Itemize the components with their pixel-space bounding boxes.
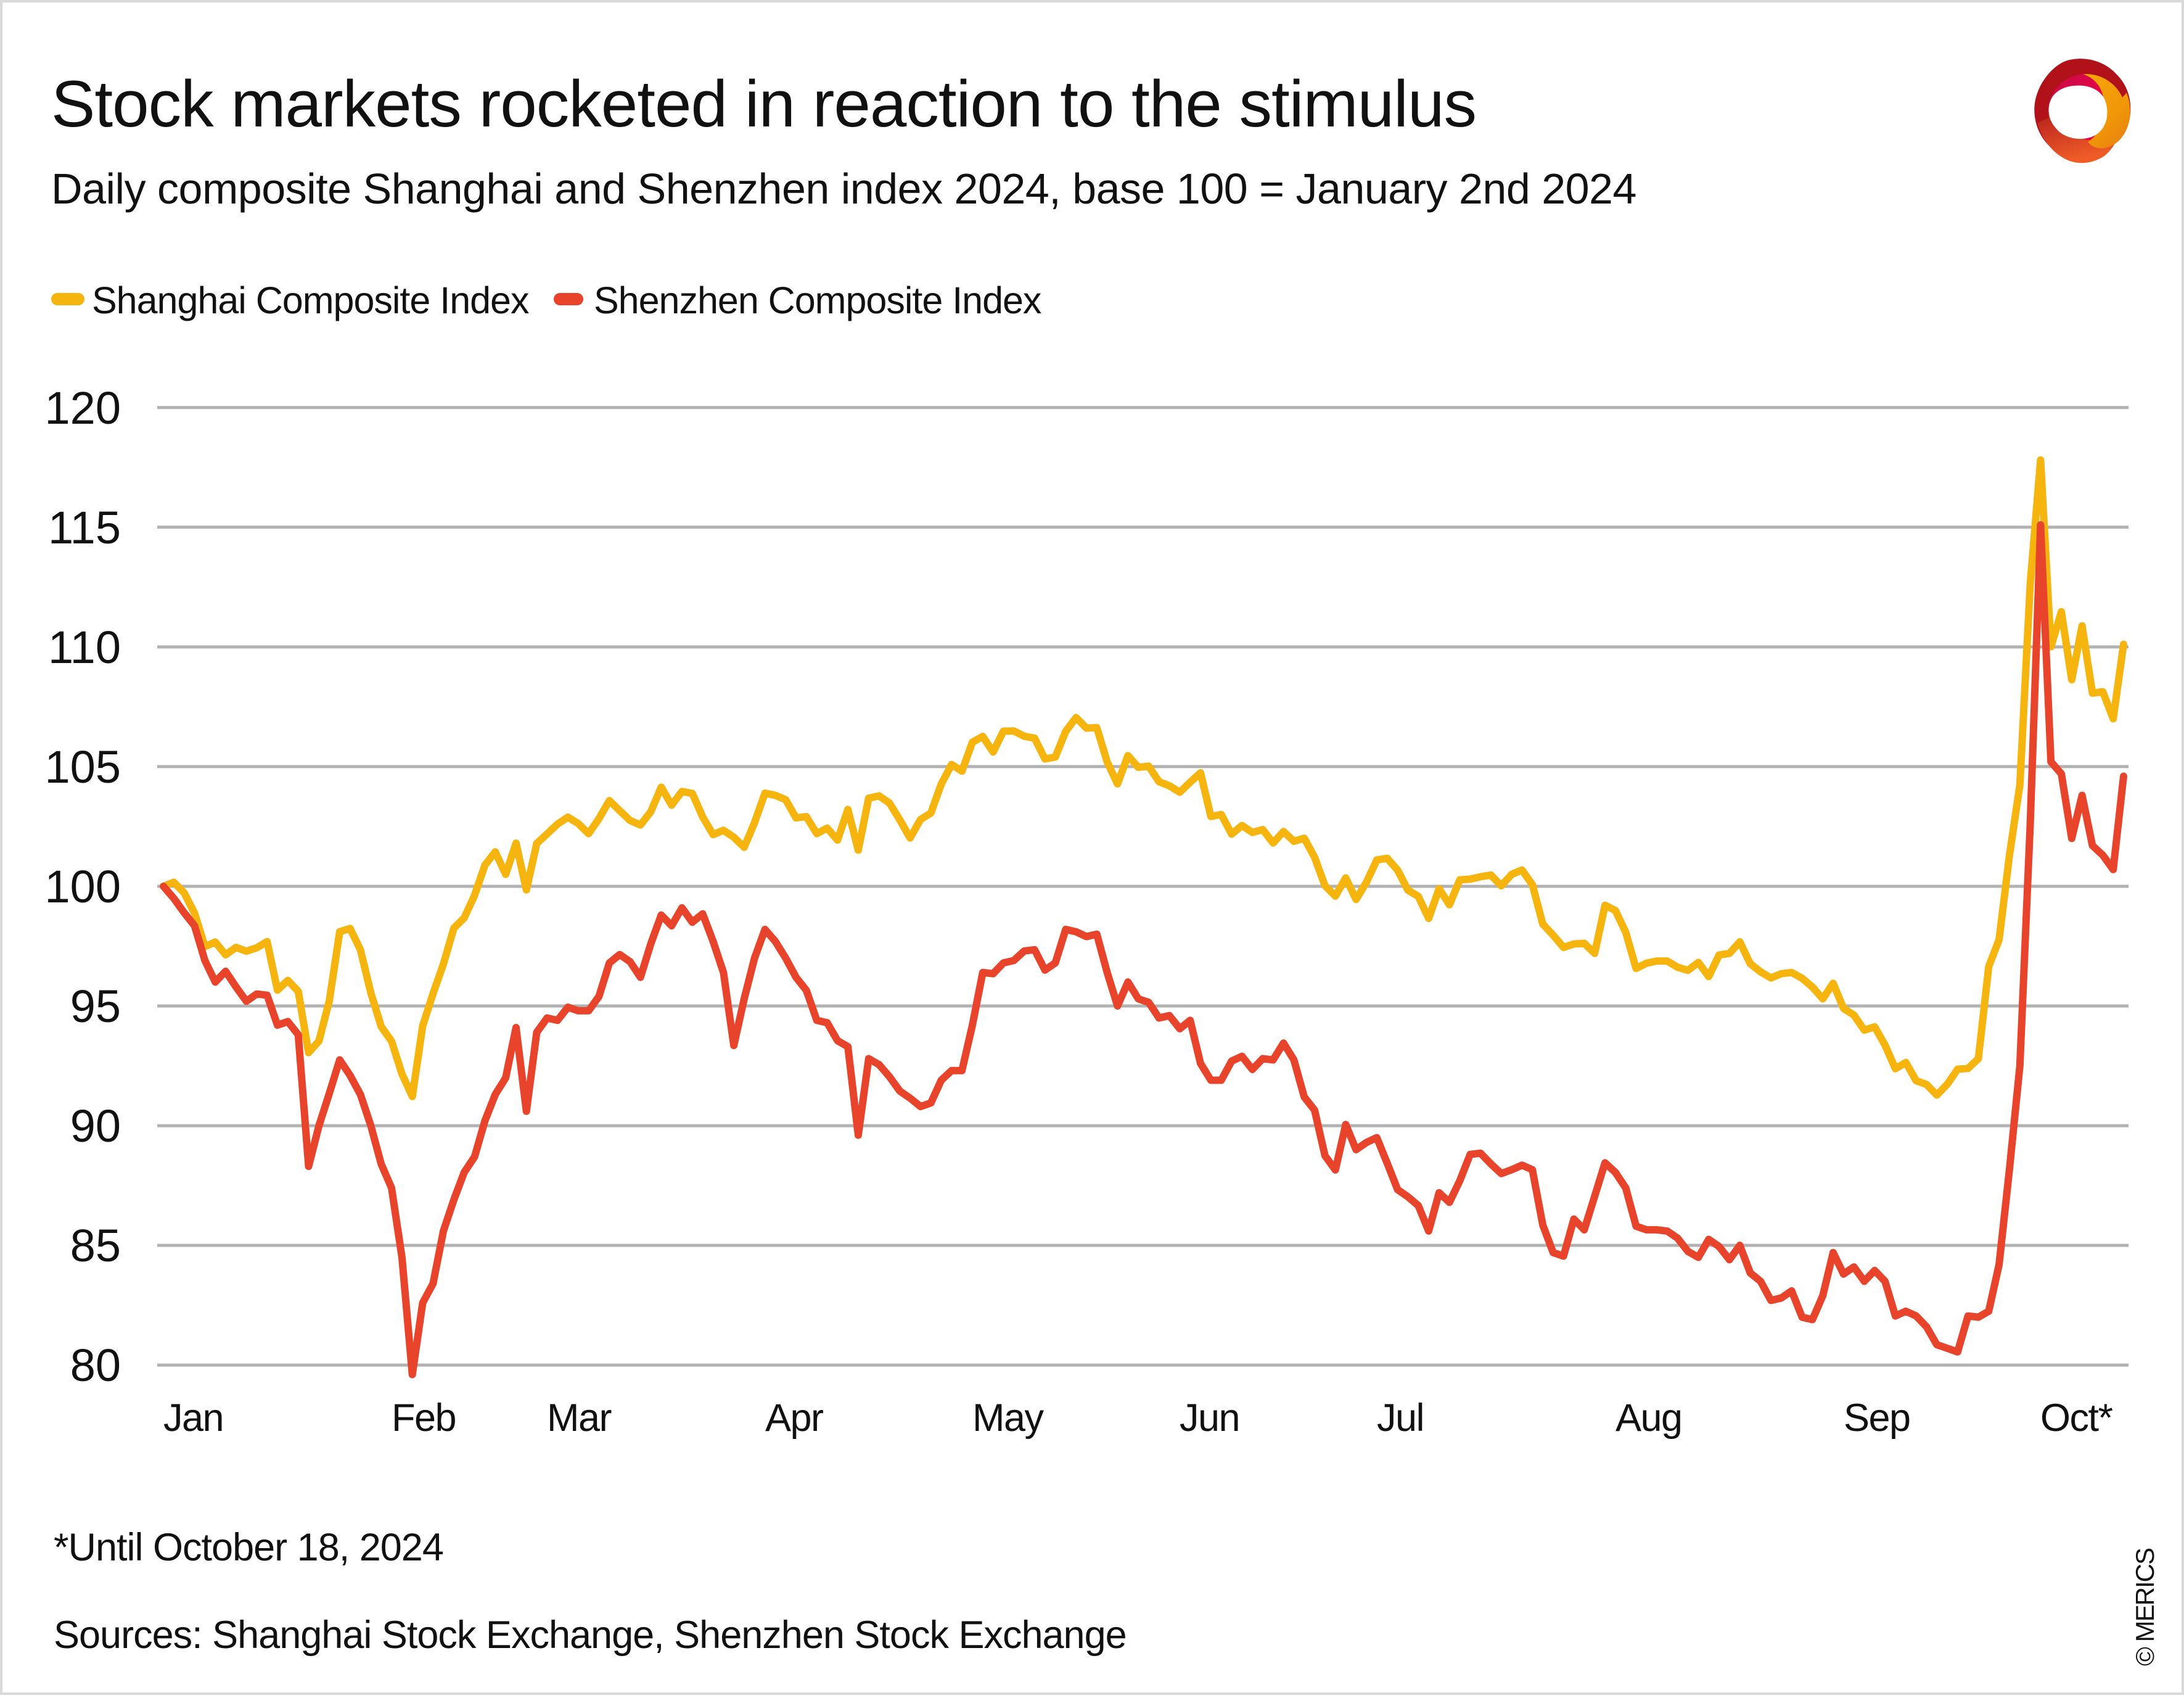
svg-text:95: 95 xyxy=(70,981,121,1032)
svg-text:Oct*: Oct* xyxy=(2040,1396,2113,1440)
svg-text:115: 115 xyxy=(48,502,121,553)
svg-text:Jan: Jan xyxy=(163,1396,223,1440)
svg-text:Sep: Sep xyxy=(1844,1396,1910,1440)
svg-text:Apr: Apr xyxy=(765,1396,823,1440)
svg-text:120: 120 xyxy=(45,382,121,434)
svg-text:© MERICS: © MERICS xyxy=(2130,1548,2159,1666)
svg-text:Jun: Jun xyxy=(1180,1396,1239,1440)
svg-text:Aug: Aug xyxy=(1615,1396,1682,1440)
svg-text:Daily composite Shanghai and S: Daily composite Shanghai and Shenzhen in… xyxy=(51,165,1636,213)
svg-text:100: 100 xyxy=(45,861,121,912)
svg-text:85: 85 xyxy=(70,1220,121,1271)
svg-text:May: May xyxy=(972,1396,1045,1440)
svg-text:Shenzhen Composite Index: Shenzhen Composite Index xyxy=(594,279,1041,321)
svg-text:Sources: Shanghai Stock Exchan: Sources: Shanghai Stock Exchange, Shenzh… xyxy=(54,1614,1127,1657)
svg-text:105: 105 xyxy=(45,741,121,793)
svg-text:Stock markets rocketed in reac: Stock markets rocketed in reaction to th… xyxy=(51,67,1476,141)
svg-text:Feb: Feb xyxy=(392,1396,456,1440)
svg-text:Shanghai Composite Index: Shanghai Composite Index xyxy=(92,279,529,321)
svg-text:110: 110 xyxy=(48,622,121,673)
svg-text:90: 90 xyxy=(70,1100,121,1152)
svg-text:80: 80 xyxy=(70,1340,121,1391)
svg-text:Jul: Jul xyxy=(1377,1396,1424,1440)
svg-text:*Until October 18, 2024: *Until October 18, 2024 xyxy=(54,1526,443,1569)
svg-text:Mar: Mar xyxy=(547,1396,612,1440)
